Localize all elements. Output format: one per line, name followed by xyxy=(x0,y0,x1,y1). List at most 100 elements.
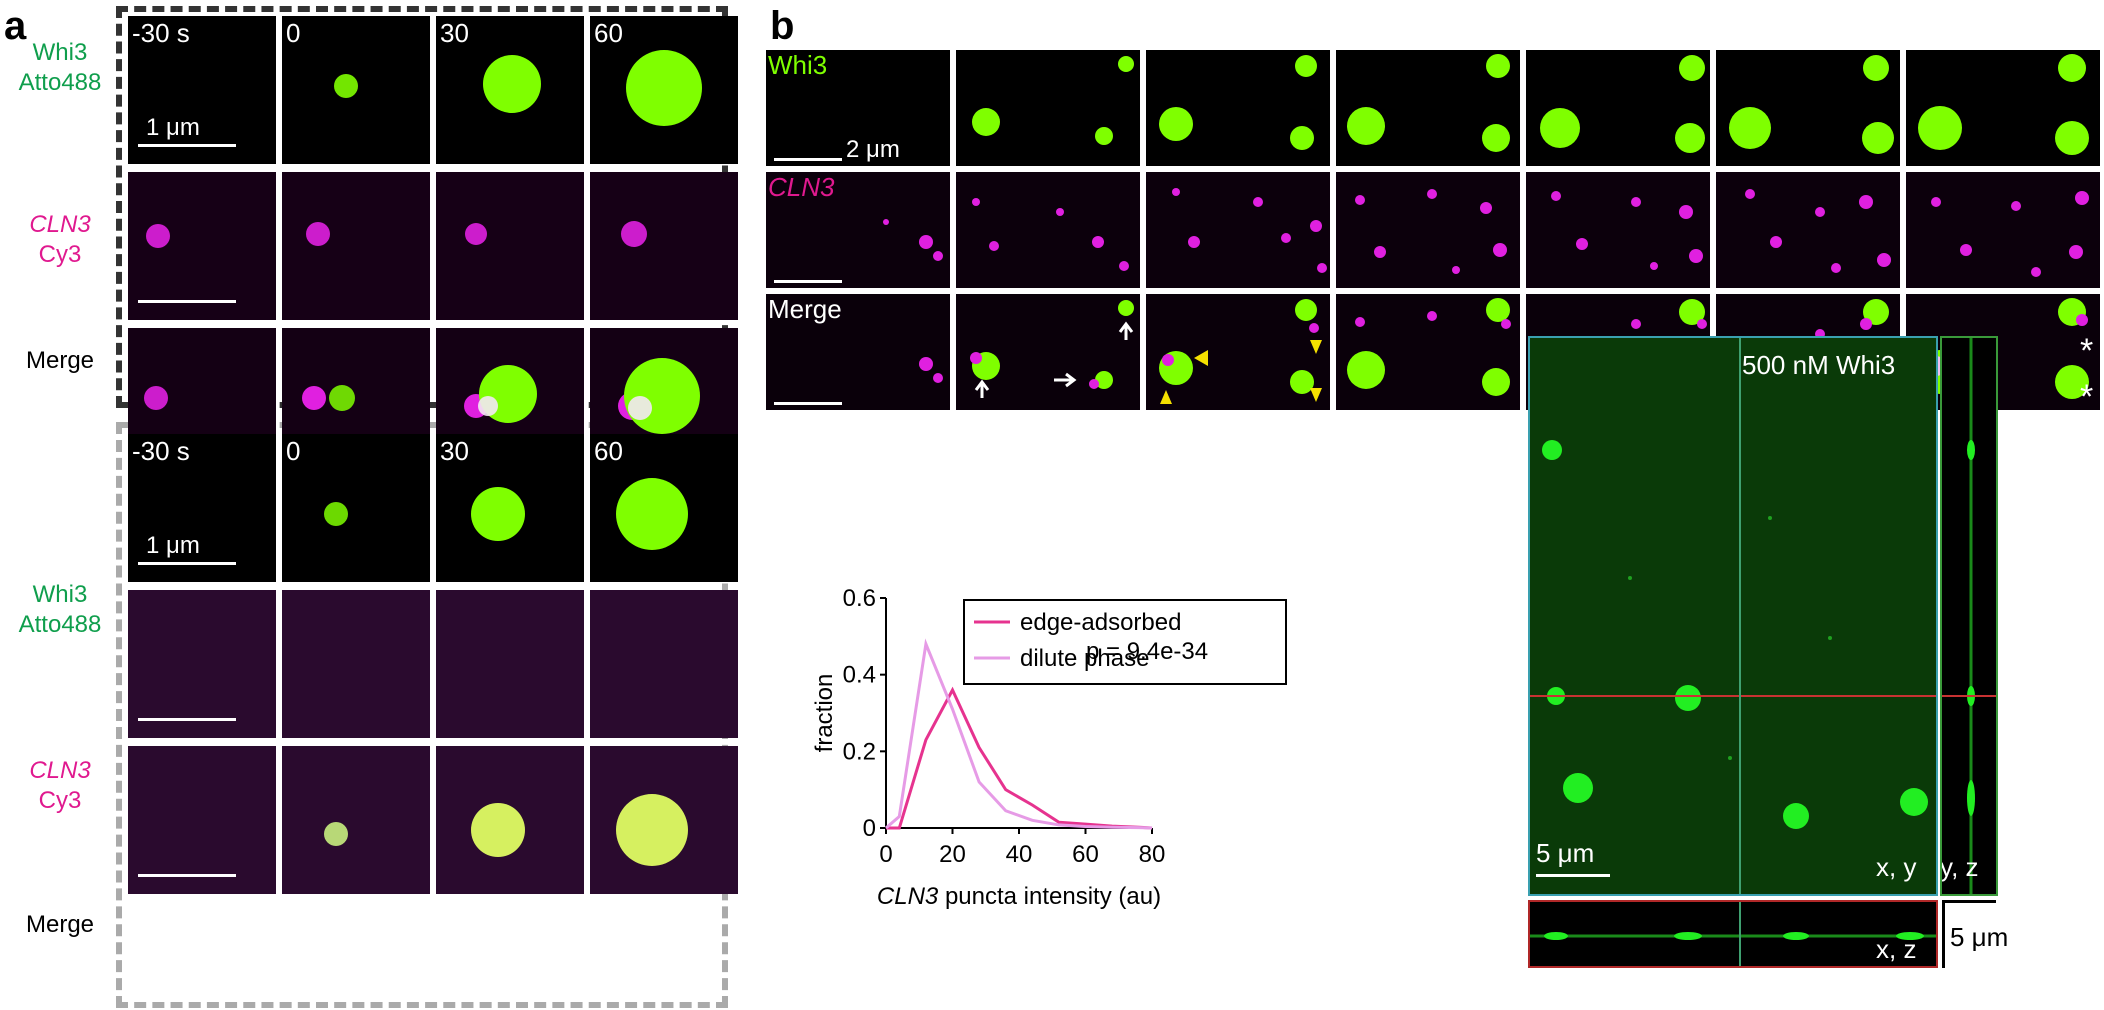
xy-view: 500 nM Whi3 5 μm x, y xyxy=(1528,336,1938,896)
view-label-yz: y, z xyxy=(1940,852,1979,882)
scale-bar xyxy=(1536,874,1610,877)
histogram-chart: 0 20 40 60 80 0 0.2 0.4 0.6 CLN3 puncta intensity… xyxy=(811,585,1287,910)
y-tick-label: 0.6 xyxy=(843,585,876,612)
b-merge-t3 xyxy=(1146,294,1330,410)
b-merge-t2 xyxy=(956,294,1140,410)
a2-merge-t3 xyxy=(436,746,584,894)
a2-merge-t2 xyxy=(282,746,430,894)
cln3-puncta xyxy=(883,219,943,261)
triangle-marker-icon xyxy=(1310,340,1322,354)
xy-droplets xyxy=(1530,338,1936,894)
b-merge-t1: Merge xyxy=(766,294,950,410)
scale-bar xyxy=(138,562,236,565)
view-label-xz: x, z xyxy=(1876,934,1917,964)
merge-puncta xyxy=(1159,299,1322,404)
whi3-droplet xyxy=(616,478,688,550)
cln3-puncta xyxy=(1172,188,1327,273)
row-label-merge-a2: Merge xyxy=(25,911,95,938)
a1-whi3-t3: 30 xyxy=(436,16,584,164)
triangle-marker-icon xyxy=(1160,390,1172,404)
row-label-whi3-a2: Whi3 Atto488 xyxy=(18,581,102,638)
triangle-marker-icon xyxy=(1194,350,1208,366)
merge-puncta xyxy=(919,357,943,383)
yz-droplets xyxy=(1942,338,1996,894)
a2-whi3-t1: -30 s 1 μm xyxy=(128,434,276,582)
row-label-cln3: CLN3 xyxy=(768,172,835,202)
row-label-cln3-a1: CLN3 Cy3 xyxy=(29,211,91,268)
xz-droplets xyxy=(1530,902,1936,966)
series-line-0 xyxy=(886,686,1153,830)
arrow-icon xyxy=(974,379,990,398)
arrow-icon xyxy=(1054,372,1077,388)
yz-view: y, z xyxy=(1940,336,1998,896)
y-axis-label: fraction xyxy=(811,674,838,753)
time-label: 60 xyxy=(594,436,623,466)
scale-bar xyxy=(774,158,842,161)
legend-label-0: edge-adsorbed xyxy=(1020,609,1181,636)
b-cln3-t5 xyxy=(1526,172,1710,288)
row-label-cln3-a2: CLN3 Cy3 xyxy=(29,757,91,814)
merge-puncta xyxy=(144,386,168,410)
x-tick-label: 40 xyxy=(1006,841,1033,868)
whi3-droplets xyxy=(1729,55,1894,154)
whi3-droplets xyxy=(1918,54,2089,155)
b-whi3-t1: Whi3 2 μm xyxy=(766,50,950,166)
b-cln3-t4 xyxy=(1336,172,1520,288)
merge-puncta xyxy=(970,300,1134,398)
asterisk-marker: * xyxy=(2080,378,2094,410)
cln3-puncta xyxy=(306,222,330,246)
scale-bar xyxy=(774,280,842,283)
a1-cln3-t2 xyxy=(282,172,430,320)
x-tick-label: 80 xyxy=(1139,841,1166,868)
b-cln3-t2 xyxy=(956,172,1140,288)
z-scale-bar xyxy=(1942,900,1945,968)
whi3-droplets xyxy=(972,56,1134,145)
scale-bar-label: 1 μm xyxy=(146,532,200,559)
a1-whi3-t2: 0 xyxy=(282,16,430,164)
panel-label-b: b xyxy=(770,4,795,48)
b-whi3-t3 xyxy=(1146,50,1330,166)
a1-cln3-t4 xyxy=(590,172,738,320)
scale-bar xyxy=(138,874,236,877)
x-tick-label: 60 xyxy=(1072,841,1099,868)
b-whi3-t7 xyxy=(1906,50,2100,166)
concentration-label: 500 nM Whi3 xyxy=(1742,350,1896,380)
time-label: 30 xyxy=(440,18,469,48)
whi3-droplets xyxy=(1540,55,1705,153)
merge-puncta xyxy=(464,365,537,423)
b-cln3-t1: CLN3 xyxy=(766,172,950,288)
arrow-icon xyxy=(1118,321,1134,340)
a2-cln3-t3 xyxy=(436,590,584,738)
b-merge-t4 xyxy=(1336,294,1520,410)
z-scale-bar-top xyxy=(1942,900,1996,903)
cln3-puncta xyxy=(1355,189,1507,274)
x-tick-label: 0 xyxy=(879,841,892,868)
whi3-droplets xyxy=(1347,54,1510,152)
a2-whi3-t4: 60 xyxy=(590,434,738,582)
a1-whi3-t4: 60 xyxy=(590,16,738,164)
scale-bar-label: 1 μm xyxy=(146,114,200,141)
merge-puncta xyxy=(618,358,700,434)
a2-cln3-t1 xyxy=(128,590,276,738)
whi3-droplet xyxy=(324,502,348,526)
p-value-label: p = 9.4e-34 xyxy=(1086,638,1209,665)
legend-label-1: dilute phase xyxy=(1020,645,1149,672)
x-axis-label: CLN3 puncta intensity (au) xyxy=(877,883,1161,910)
whi3-droplets xyxy=(1159,55,1317,150)
a2-merge-t4 xyxy=(590,746,738,894)
b-cln3-t3 xyxy=(1146,172,1330,288)
whi3-droplet xyxy=(334,74,358,98)
b-whi3-t4 xyxy=(1336,50,1520,166)
a1-cln3-t1 xyxy=(128,172,276,320)
merge-droplet xyxy=(324,822,348,846)
merge-puncta xyxy=(302,385,355,411)
z-scale-label: 5 μm xyxy=(1950,922,2009,952)
whi3-droplet xyxy=(626,50,702,126)
time-label: 60 xyxy=(594,18,623,48)
b-whi3-t6 xyxy=(1716,50,1900,166)
cln3-puncta xyxy=(146,224,170,248)
panel-label-a: a xyxy=(4,4,27,48)
whi3-droplet xyxy=(483,55,541,113)
y-tick-label: 0 xyxy=(863,815,876,842)
time-label: 30 xyxy=(440,436,469,466)
